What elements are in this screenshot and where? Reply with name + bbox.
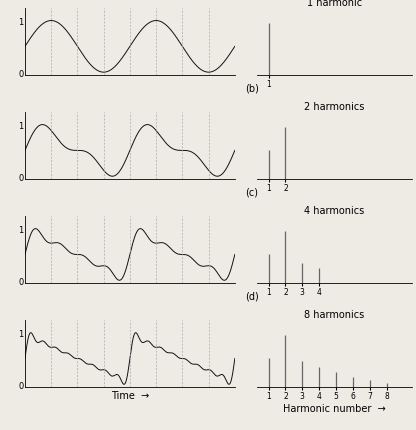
Title: 2 harmonics: 2 harmonics [304,101,364,112]
Title: 4 harmonics: 4 harmonics [304,206,364,215]
Title: 8 harmonics: 8 harmonics [304,309,364,319]
Text: (c): (c) [245,187,258,197]
X-axis label: Harmonic number  →: Harmonic number → [283,403,386,413]
Title: 1 harmonic: 1 harmonic [307,0,362,8]
Text: (d): (d) [245,291,259,301]
X-axis label: Time  →: Time → [111,390,149,400]
Text: (b): (b) [245,83,259,94]
